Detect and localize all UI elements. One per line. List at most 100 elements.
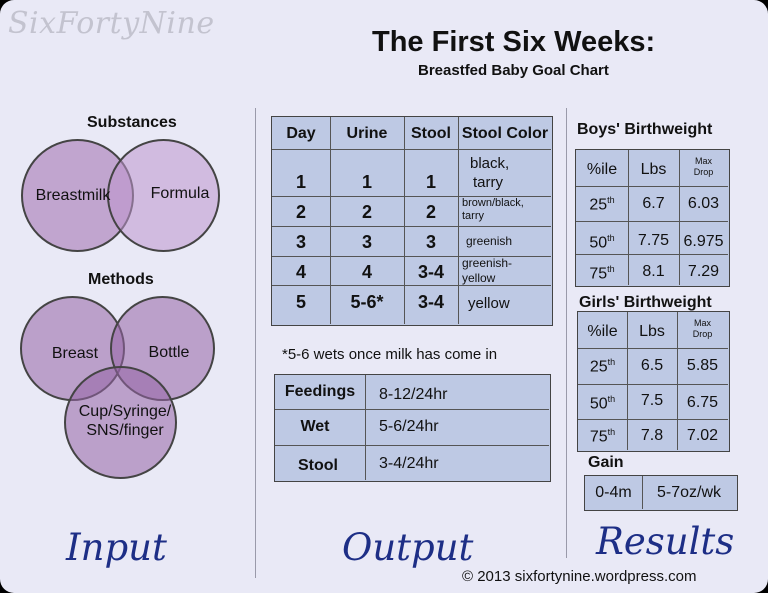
- daily-summary-table: Feedings 8-12/24hr Wet 5-6/24hr Stool 3-…: [274, 374, 551, 482]
- ordinal-suffix: th: [607, 394, 616, 404]
- column-divider: [255, 108, 256, 578]
- row-stool: 3-4: [417, 292, 444, 312]
- gain-value: 5-7oz/wk: [656, 484, 722, 501]
- summary-value: 8-12/24hr: [379, 386, 448, 403]
- row-stool-color: greenish-: [462, 256, 513, 270]
- bottle-label: Bottle: [148, 344, 190, 361]
- cup-syringe-circle: [64, 366, 177, 479]
- header-percentile: %ile: [587, 323, 618, 340]
- percentile-cell: 25th: [576, 195, 628, 214]
- drop-cell: 6.75: [686, 394, 719, 411]
- header-day: Day: [286, 125, 316, 142]
- summary-value: 5-6/24hr: [379, 418, 439, 435]
- results-footer: Results: [596, 520, 735, 563]
- header-max-drop-cont: Drop: [693, 167, 714, 177]
- table-rule: [642, 476, 643, 509]
- percentile-value: 25: [589, 358, 608, 376]
- table-rule: [272, 196, 551, 197]
- percentile-value: 75: [589, 265, 608, 283]
- methods-heading: Methods: [88, 271, 154, 288]
- drop-cell: 6.975: [683, 233, 724, 250]
- header-urine: Urine: [346, 125, 388, 142]
- header-stool-color: Stool Color: [461, 125, 549, 142]
- gain-table: 0-4m 5-7oz/wk: [584, 475, 738, 511]
- header-lbs: Lbs: [640, 161, 667, 178]
- drop-cell: 7.29: [687, 263, 720, 280]
- girls-heading: Girls' Birthweight: [579, 294, 712, 311]
- row-urine: 2: [361, 202, 372, 222]
- table-rule: [677, 312, 678, 450]
- row-urine: 3: [361, 232, 372, 252]
- column-divider: [566, 108, 567, 558]
- boys-heading: Boys' Birthweight: [577, 121, 713, 138]
- percentile-cell: 25th: [578, 357, 627, 376]
- header-percentile: %ile: [586, 161, 618, 178]
- watermark: SixFortyNine: [8, 6, 215, 41]
- copyright-text: © 2013 sixfortynine.wordpress.com: [462, 568, 697, 585]
- output-footer: Output: [342, 526, 474, 569]
- drop-cell: 7.02: [686, 427, 719, 444]
- footnote: *5-6 wets once milk has come in: [282, 346, 498, 363]
- row-stool: 3-4: [417, 262, 444, 282]
- breastmilk-label: Breastmilk: [35, 187, 111, 204]
- summary-label: Wet: [300, 418, 330, 435]
- percentile-cell: 50th: [578, 394, 627, 413]
- table-rule: [365, 375, 366, 480]
- table-rule: [578, 384, 728, 385]
- table-rule: [679, 150, 680, 285]
- percentile-value: 50: [589, 234, 608, 252]
- row-stool: 1: [425, 172, 436, 192]
- lbs-cell: 8.1: [642, 263, 665, 280]
- table-rule: [275, 445, 549, 446]
- table-rule: [576, 186, 728, 187]
- drop-cell: 6.03: [687, 195, 720, 212]
- ordinal-suffix: th: [607, 264, 615, 274]
- table-rule: [576, 254, 728, 255]
- table-rule: [275, 409, 549, 410]
- table-rule: [272, 285, 551, 286]
- daily-output-table: Day Urine Stool Stool Color 1 1 1 black,…: [271, 116, 553, 326]
- row-stool-color-cont: tarry: [462, 210, 484, 222]
- row-day: 3: [295, 232, 306, 252]
- cup-syringe-label: Cup/Syringe/: [78, 403, 172, 420]
- table-rule: [576, 221, 728, 222]
- row-urine: 1: [361, 172, 372, 192]
- percentile-value: 50: [589, 395, 608, 413]
- percentile-cell: 75th: [578, 427, 627, 446]
- row-day: 2: [295, 202, 306, 222]
- ordinal-suffix: th: [607, 427, 616, 437]
- table-rule: [272, 256, 551, 257]
- row-stool: 2: [425, 202, 436, 222]
- header-max-drop: Max: [693, 318, 711, 328]
- header-lbs: Lbs: [639, 323, 665, 340]
- row-stool-color-cont: yellow: [462, 271, 496, 285]
- ordinal-suffix: th: [607, 357, 616, 367]
- table-rule: [272, 226, 551, 227]
- lbs-cell: 6.5: [640, 357, 664, 374]
- row-stool-color: greenish: [466, 234, 513, 248]
- summary-value: 3-4/24hr: [379, 455, 439, 472]
- table-rule: [627, 312, 628, 450]
- breast-label: Breast: [51, 345, 99, 362]
- row-urine: 4: [361, 262, 372, 282]
- row-day: 5: [295, 292, 306, 312]
- header-stool: Stool: [411, 125, 451, 142]
- header-max-drop-cont: Drop: [692, 329, 713, 339]
- percentile-value: 75: [589, 428, 608, 446]
- gain-heading: Gain: [588, 454, 624, 471]
- input-footer: Input: [66, 526, 167, 569]
- boys-birthweight-table: %ile Lbs Max Drop 25th 6.7 6.03 50th 7.7…: [575, 149, 730, 287]
- lbs-cell: 6.7: [642, 195, 665, 212]
- percentile-cell: 75th: [576, 264, 628, 283]
- formula-circle: [107, 139, 220, 252]
- lbs-cell: 7.8: [640, 427, 664, 444]
- row-stool-color: brown/black,: [462, 197, 524, 209]
- row-stool-color-cont: tarry: [473, 174, 503, 191]
- table-rule: [272, 149, 551, 150]
- gain-period: 0-4m: [595, 484, 632, 501]
- row-day: 1: [295, 172, 306, 192]
- lbs-cell: 7.75: [637, 232, 670, 249]
- percentile-cell: 50th: [576, 233, 628, 252]
- page-title: The First Six Weeks:: [372, 26, 656, 58]
